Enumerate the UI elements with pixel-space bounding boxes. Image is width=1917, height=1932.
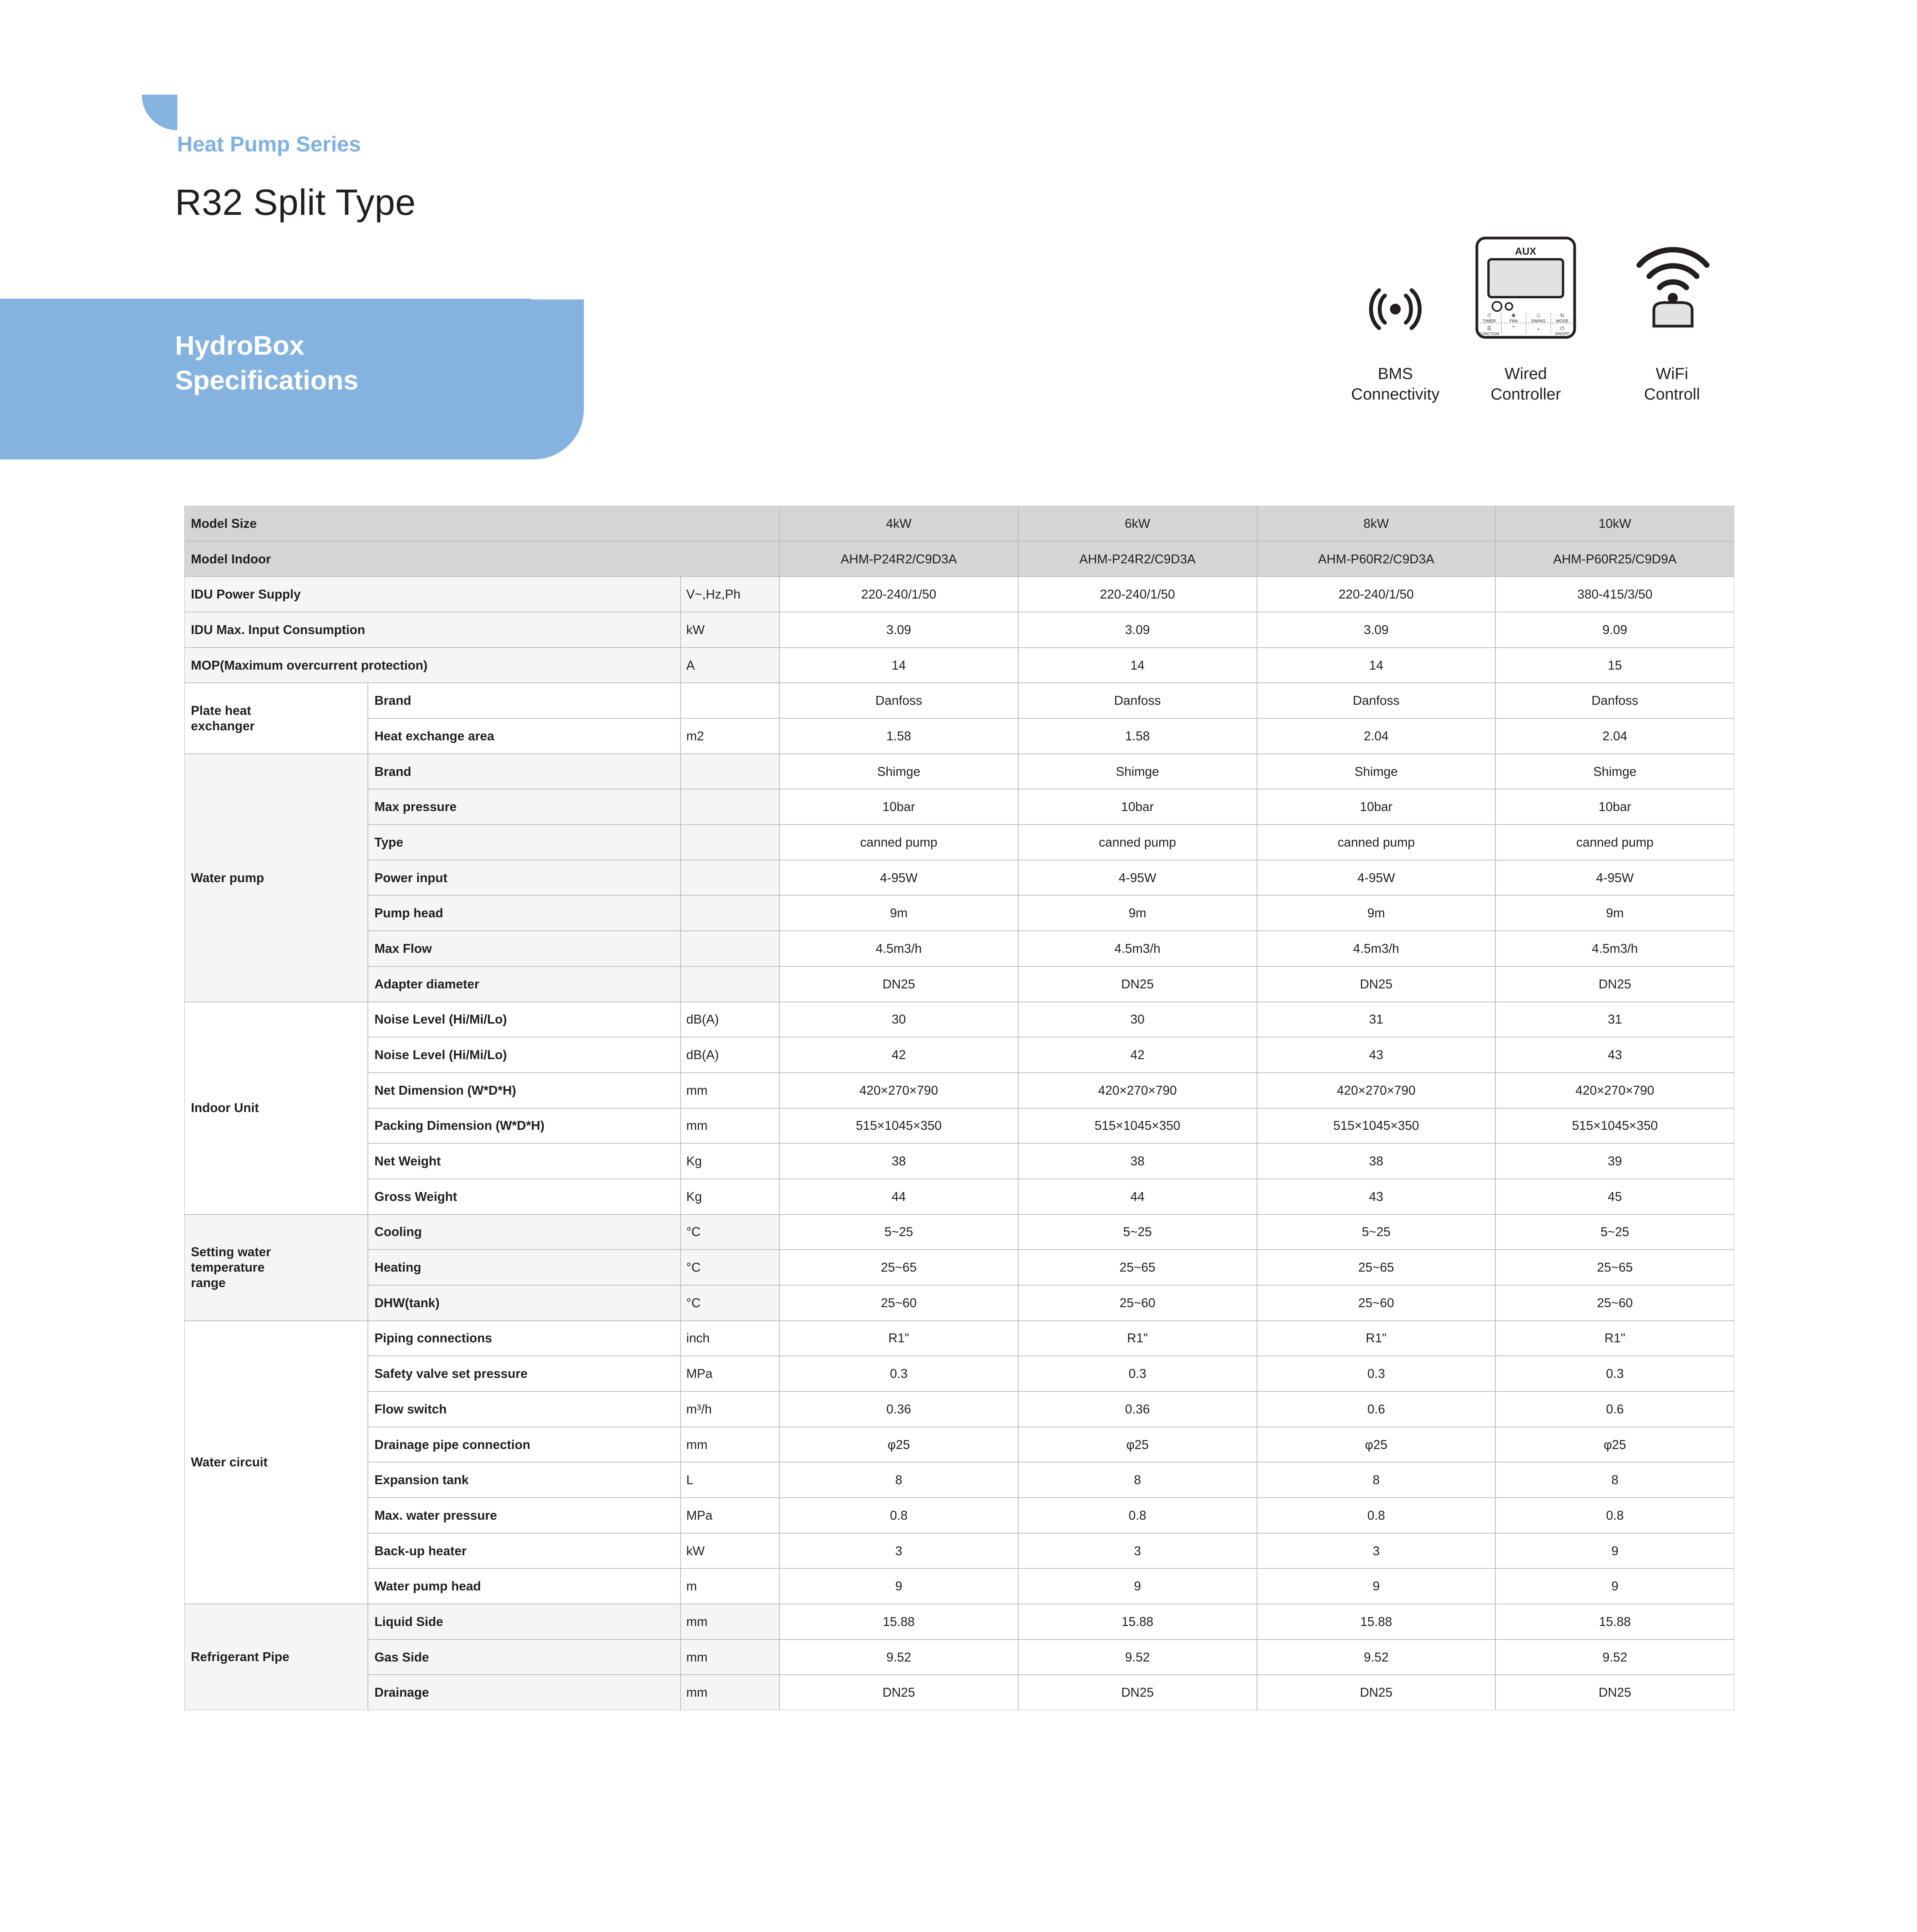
svg-text:⏱: ⏱ [1487, 313, 1491, 318]
svg-text:⌸: ⌸ [1537, 313, 1540, 318]
svg-text:✾: ✾ [1512, 313, 1516, 318]
svg-text:⌄: ⌄ [1536, 325, 1541, 332]
svg-text:ON/OFF: ON/OFF [1555, 332, 1570, 336]
svg-text:☰: ☰ [1487, 325, 1492, 331]
svg-text:AUX: AUX [1515, 245, 1537, 257]
svg-text:TIMER: TIMER [1483, 319, 1496, 323]
svg-text:↻: ↻ [1560, 313, 1565, 318]
svg-text:FAN: FAN [1509, 319, 1517, 323]
svg-text:⌃: ⌃ [1511, 325, 1516, 332]
svg-text:FUNCTION: FUNCTION [1479, 332, 1499, 336]
svg-text:SWING: SWING [1531, 319, 1545, 323]
svg-text:⏻: ⏻ [1560, 325, 1564, 331]
svg-text:MODE: MODE [1556, 319, 1569, 323]
